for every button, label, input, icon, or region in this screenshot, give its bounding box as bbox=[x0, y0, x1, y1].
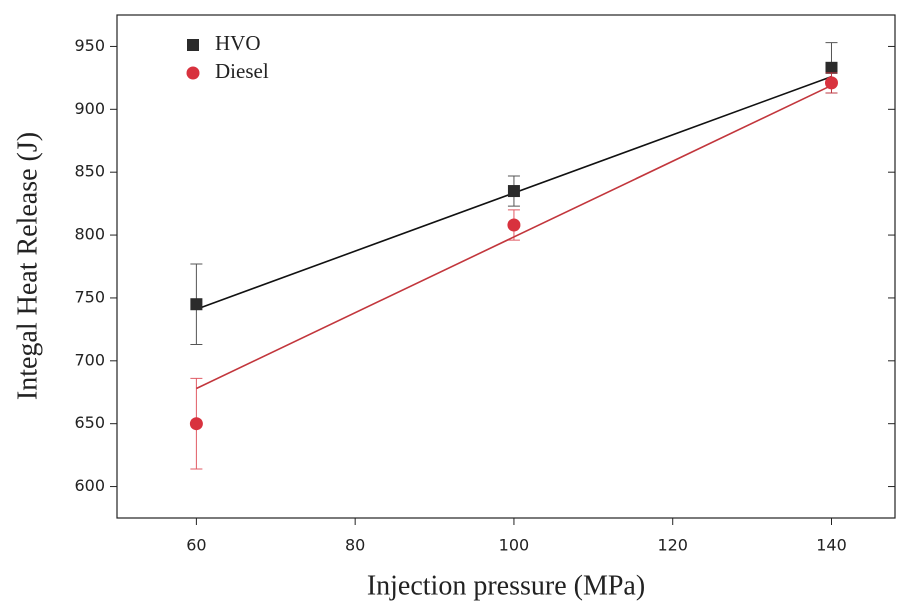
legend-marker bbox=[186, 66, 200, 80]
data-point bbox=[190, 298, 203, 311]
data-point bbox=[507, 218, 521, 232]
legend-label: Diesel bbox=[215, 59, 269, 83]
y-tick-label: 650 bbox=[74, 413, 105, 432]
legend-label: HVO bbox=[215, 31, 261, 55]
legend-marker bbox=[187, 39, 199, 51]
data-point bbox=[825, 61, 838, 74]
y-tick-label: 850 bbox=[74, 162, 105, 181]
x-tick-label: 120 bbox=[657, 536, 688, 555]
y-tick-label: 600 bbox=[74, 476, 105, 495]
plot-frame bbox=[116, 14, 896, 519]
y-axis-title: Integal Heat Release (J) bbox=[12, 132, 43, 400]
y-tick-label: 800 bbox=[74, 225, 105, 244]
x-tick-label: 80 bbox=[345, 536, 365, 555]
data-point bbox=[824, 76, 838, 90]
data-point bbox=[507, 185, 520, 198]
y-tick-label: 950 bbox=[74, 36, 105, 55]
x-axis-title: Injection pressure (MPa) bbox=[367, 570, 645, 601]
y-tick-label: 900 bbox=[74, 99, 105, 118]
data-point bbox=[189, 417, 203, 431]
y-tick-label: 750 bbox=[74, 287, 105, 306]
x-tick-label: 60 bbox=[186, 536, 206, 555]
x-tick-label: 140 bbox=[816, 536, 847, 555]
x-tick-label: 100 bbox=[499, 536, 530, 555]
y-tick-label: 700 bbox=[74, 350, 105, 369]
